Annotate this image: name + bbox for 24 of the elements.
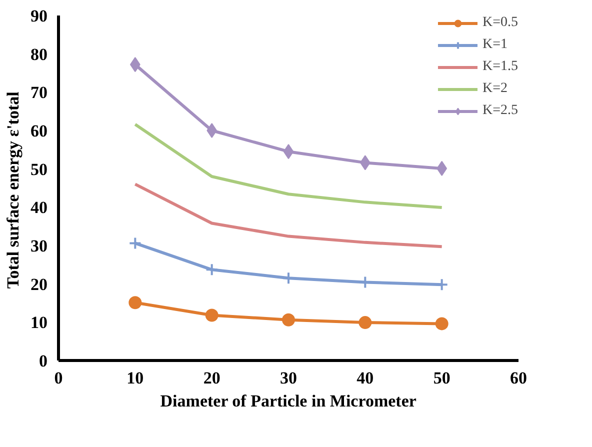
y-tick-label: 50 — [30, 160, 48, 179]
x-tick-label: 60 — [510, 368, 527, 388]
legend-label: K=2 — [482, 81, 508, 97]
x-tick-label: 50 — [433, 368, 450, 388]
y-tick-label: 0 — [39, 352, 48, 370]
x-tick-label: 20 — [203, 368, 220, 388]
x-tick-label: 0 — [54, 368, 63, 388]
y-tick-label: 80 — [30, 44, 48, 64]
y-axis-title: Total surface energy ε'total — [4, 91, 22, 289]
x-tick-label: 10 — [126, 368, 144, 388]
legend-label: K=0.5 — [482, 15, 518, 31]
y-tick-label: 10 — [30, 313, 48, 332]
y-tick-label: 30 — [30, 236, 48, 256]
y-tick-label: 70 — [30, 83, 48, 102]
y-tick-label: 20 — [30, 274, 48, 294]
y-tick-label: 60 — [30, 122, 48, 140]
x-tick-label: 30 — [280, 368, 297, 388]
x-axis-title: Diameter of Particle in Micrometer — [160, 392, 417, 410]
legend-label: K=1 — [482, 37, 508, 53]
x-tick-label: 40 — [356, 368, 374, 388]
y-tick-label: 40 — [30, 198, 48, 218]
y-tick-label: 90 — [30, 6, 48, 26]
legend-label: K=1.5 — [482, 59, 518, 75]
legend-label: K=2.5 — [482, 103, 518, 119]
